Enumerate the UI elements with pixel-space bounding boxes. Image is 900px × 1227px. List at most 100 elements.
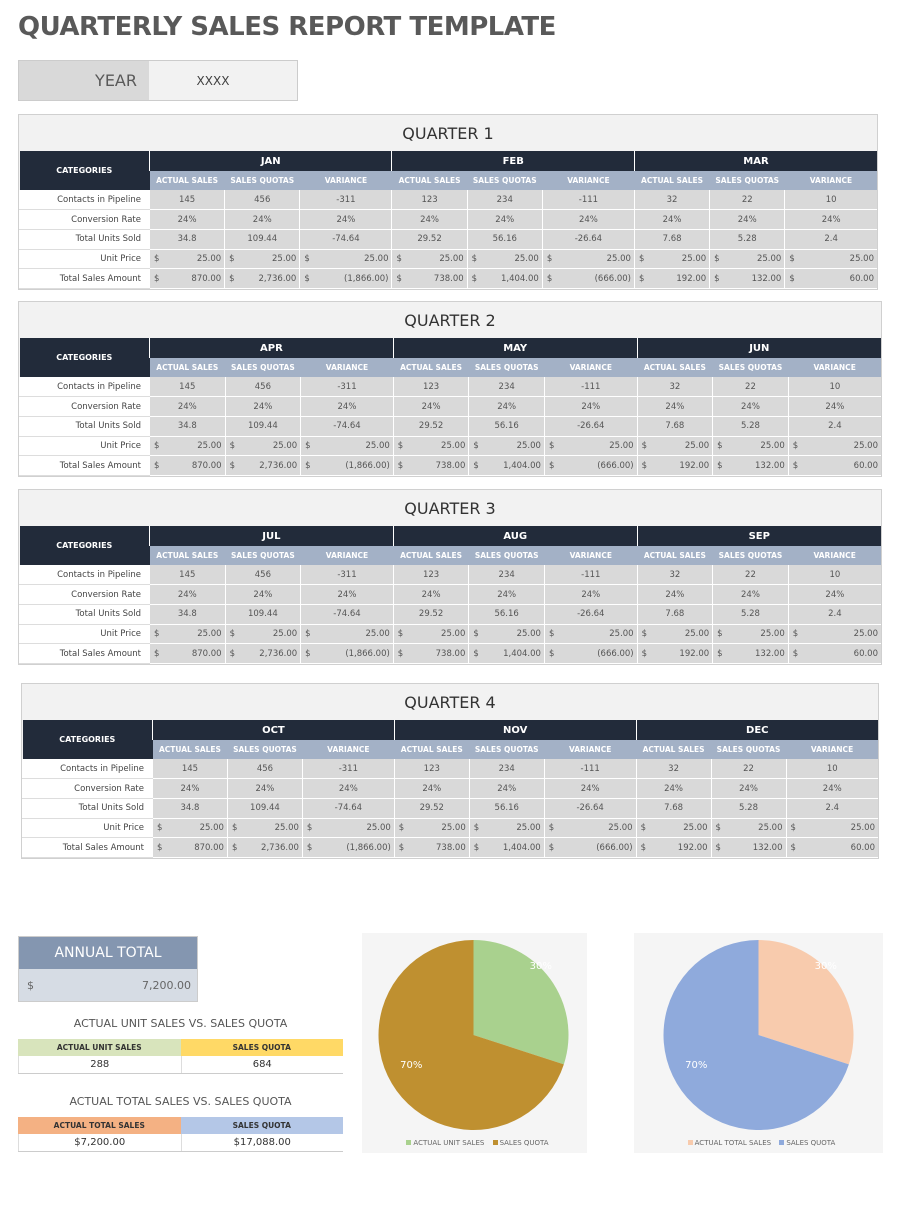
data-cell[interactable]: 24%	[543, 584, 638, 605]
data-cell[interactable]: $25.00	[148, 249, 225, 270]
data-cell[interactable]: $25.00	[226, 818, 303, 839]
data-cell[interactable]: 24%	[301, 778, 395, 799]
data-cell[interactable]: $25.00	[392, 436, 469, 457]
data-cell[interactable]: $ (666.00)	[543, 837, 637, 858]
data-cell[interactable]: $25.00	[224, 624, 301, 645]
data-cell[interactable]: $ (666.00)	[543, 643, 638, 664]
data-cell[interactable]: 24%	[636, 584, 713, 605]
data-cell[interactable]: $192.00	[636, 643, 713, 664]
data-cell[interactable]: $25.00	[636, 624, 713, 645]
data-cell[interactable]: 7.68	[636, 416, 713, 437]
data-cell[interactable]: 10	[787, 377, 881, 398]
data-cell[interactable]: -111	[543, 377, 638, 398]
data-cell[interactable]: $ (1,866.00)	[299, 268, 392, 289]
data-cell[interactable]: 22	[712, 565, 789, 586]
data-cell[interactable]: $25.00	[300, 624, 394, 645]
data-cell[interactable]: 24%	[784, 209, 877, 230]
data-cell[interactable]: $25.00	[149, 436, 226, 457]
data-cell[interactable]: -26.64	[543, 416, 638, 437]
data-cell[interactable]: 456	[224, 377, 301, 398]
data-cell[interactable]: 2.4	[787, 604, 881, 625]
data-cell[interactable]: $870.00	[149, 643, 226, 664]
data-cell[interactable]: 24%	[468, 584, 545, 605]
data-cell[interactable]: 29.52	[393, 798, 470, 819]
data-cell[interactable]: 24%	[468, 396, 545, 417]
data-cell[interactable]: $738.00	[392, 455, 469, 476]
data-cell[interactable]: $25.00	[541, 249, 635, 270]
data-cell[interactable]: 32	[636, 565, 713, 586]
data-cell[interactable]: 34.8	[148, 229, 225, 250]
data-cell[interactable]: 5.28	[712, 604, 789, 625]
data-cell[interactable]: 32	[635, 759, 712, 780]
data-cell[interactable]: -311	[300, 377, 394, 398]
data-cell[interactable]: 24%	[152, 778, 228, 799]
data-cell[interactable]: 123	[393, 759, 470, 780]
data-cell[interactable]: $25.00	[466, 249, 543, 270]
data-cell[interactable]: $1,404.00	[468, 837, 545, 858]
data-cell[interactable]: $ (1,866.00)	[300, 643, 394, 664]
data-cell[interactable]: $192.00	[633, 268, 710, 289]
data-cell[interactable]: 34.8	[149, 416, 226, 437]
data-cell[interactable]: 56.16	[468, 416, 545, 437]
data-cell[interactable]: $25.00	[636, 436, 713, 457]
data-cell[interactable]: 24%	[226, 778, 303, 799]
data-cell[interactable]: 109.44	[226, 798, 303, 819]
data-cell[interactable]: 234	[468, 759, 545, 780]
data-cell[interactable]: 29.52	[392, 416, 469, 437]
data-cell[interactable]: $738.00	[391, 268, 468, 289]
data-cell[interactable]: 56.16	[466, 229, 543, 250]
data-cell[interactable]: $25.00	[392, 624, 469, 645]
data-cell[interactable]: $ (666.00)	[543, 455, 638, 476]
data-cell[interactable]: 24%	[785, 778, 878, 799]
data-cell[interactable]: 24%	[543, 396, 638, 417]
data-cell[interactable]: $25.00	[300, 436, 394, 457]
data-cell[interactable]: $25.00	[391, 249, 468, 270]
data-cell[interactable]: $25.00	[710, 818, 786, 839]
data-cell[interactable]: 145	[149, 565, 226, 586]
data-cell[interactable]: -74.64	[301, 798, 395, 819]
data-cell[interactable]: 24%	[636, 396, 713, 417]
data-cell[interactable]: 22	[709, 190, 785, 211]
data-cell[interactable]: 7.68	[633, 229, 710, 250]
data-cell[interactable]: 24%	[391, 209, 468, 230]
data-cell[interactable]: $1,404.00	[468, 455, 545, 476]
data-cell[interactable]: 123	[392, 565, 469, 586]
data-cell[interactable]: 24%	[787, 584, 881, 605]
data-cell[interactable]: $60.00	[787, 455, 881, 476]
data-cell[interactable]: 7.68	[635, 798, 712, 819]
data-cell[interactable]: $2,736.00	[224, 268, 300, 289]
data-cell[interactable]: 24%	[393, 778, 470, 799]
data-cell[interactable]: $25.00	[633, 249, 710, 270]
data-cell[interactable]: 109.44	[224, 416, 301, 437]
data-cell[interactable]: $132.00	[710, 837, 786, 858]
data-cell[interactable]: $25.00	[301, 818, 395, 839]
data-cell[interactable]: $25.00	[224, 249, 300, 270]
data-cell[interactable]: 2.4	[787, 416, 881, 437]
data-cell[interactable]: 24%	[710, 778, 786, 799]
data-cell[interactable]: 24%	[712, 396, 789, 417]
data-cell[interactable]: $738.00	[393, 837, 470, 858]
data-cell[interactable]: 24%	[543, 778, 637, 799]
data-cell[interactable]: 5.28	[712, 416, 789, 437]
data-cell[interactable]: $25.00	[712, 624, 789, 645]
data-cell[interactable]: $25.00	[393, 818, 470, 839]
data-cell[interactable]: 24%	[224, 584, 301, 605]
data-cell[interactable]: 24%	[468, 778, 545, 799]
data-cell[interactable]: 10	[787, 565, 881, 586]
data-cell[interactable]: 56.16	[468, 604, 545, 625]
data-cell[interactable]: 2.4	[784, 229, 877, 250]
data-cell[interactable]: 24%	[148, 209, 225, 230]
data-cell[interactable]: 24%	[299, 209, 392, 230]
data-cell[interactable]: -26.64	[543, 798, 637, 819]
data-cell[interactable]: 24%	[392, 584, 469, 605]
data-cell[interactable]: $2,736.00	[224, 455, 301, 476]
data-cell[interactable]: 456	[224, 565, 301, 586]
data-cell[interactable]: $60.00	[785, 837, 878, 858]
data-cell[interactable]: 24%	[392, 396, 469, 417]
data-cell[interactable]: $870.00	[152, 837, 228, 858]
data-cell[interactable]: $132.00	[709, 268, 785, 289]
data-cell[interactable]: $60.00	[787, 643, 881, 664]
data-cell[interactable]: 24%	[224, 396, 301, 417]
data-cell[interactable]: 145	[152, 759, 228, 780]
data-cell[interactable]: $ (1,866.00)	[301, 837, 395, 858]
